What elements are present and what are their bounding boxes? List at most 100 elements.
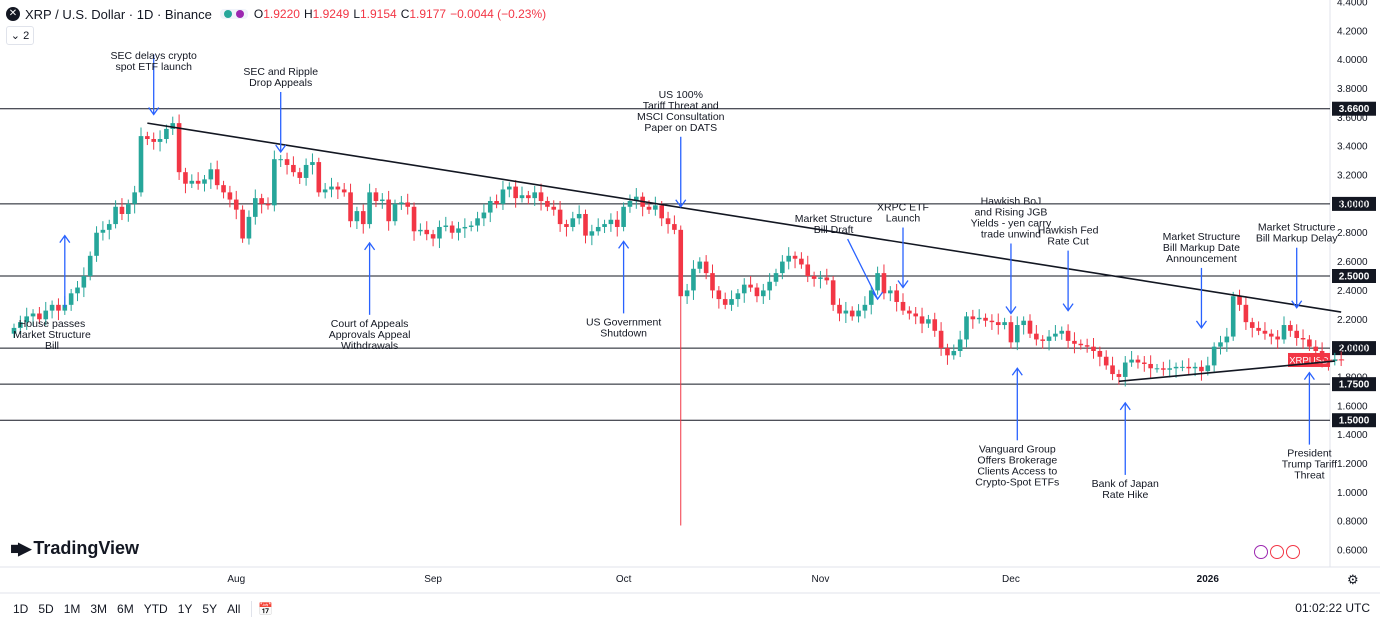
candle[interactable] xyxy=(405,193,410,215)
candle[interactable] xyxy=(697,257,703,274)
candle[interactable] xyxy=(1078,339,1084,350)
candle[interactable] xyxy=(462,218,468,238)
clock[interactable]: 01:02:22 UTC xyxy=(1295,601,1370,615)
timeframe-5d[interactable]: 5D xyxy=(38,601,54,616)
candle[interactable] xyxy=(386,190,391,231)
candle[interactable] xyxy=(938,322,944,356)
candle[interactable] xyxy=(1046,330,1052,351)
candle[interactable] xyxy=(11,323,17,339)
candle[interactable] xyxy=(500,180,506,210)
candle[interactable] xyxy=(138,127,144,197)
candle[interactable] xyxy=(1142,356,1147,372)
candle[interactable] xyxy=(494,194,499,209)
candle[interactable] xyxy=(1243,296,1249,330)
candle[interactable] xyxy=(1332,352,1338,366)
candle[interactable] xyxy=(1186,358,1192,375)
candle[interactable] xyxy=(780,255,785,280)
candle[interactable] xyxy=(1313,340,1319,358)
candle[interactable] xyxy=(151,132,156,150)
candle[interactable] xyxy=(837,298,842,322)
candle[interactable] xyxy=(145,131,150,146)
candle[interactable] xyxy=(1211,342,1217,372)
candle[interactable] xyxy=(900,293,906,315)
candle[interactable] xyxy=(1307,335,1312,351)
candle[interactable] xyxy=(37,307,42,324)
candle[interactable] xyxy=(1116,369,1122,385)
candle[interactable] xyxy=(513,180,518,208)
candle[interactable] xyxy=(43,301,49,326)
indicators-toggle[interactable]: ⌄ 2 xyxy=(6,26,34,45)
candle[interactable] xyxy=(849,306,855,321)
trendline[interactable] xyxy=(1118,360,1335,383)
candle[interactable] xyxy=(792,251,798,269)
candle[interactable] xyxy=(672,215,677,235)
candle[interactable] xyxy=(418,223,423,236)
candle[interactable] xyxy=(805,255,811,283)
candle[interactable] xyxy=(532,185,537,206)
timeframe-3m[interactable]: 3M xyxy=(90,601,108,616)
candle[interactable] xyxy=(1326,355,1331,371)
candle[interactable] xyxy=(964,312,969,348)
candle[interactable] xyxy=(526,190,531,205)
candle[interactable] xyxy=(468,221,474,232)
trendline[interactable] xyxy=(147,122,1342,313)
candle[interactable] xyxy=(786,247,791,270)
candle[interactable] xyxy=(18,315,23,334)
candle[interactable] xyxy=(208,162,214,189)
candle[interactable] xyxy=(1269,329,1274,345)
candle[interactable] xyxy=(1091,338,1096,359)
candle[interactable] xyxy=(824,268,830,285)
candle[interactable] xyxy=(1338,350,1344,367)
share-icon[interactable] xyxy=(235,10,244,18)
candle[interactable] xyxy=(1103,350,1109,370)
candle[interactable] xyxy=(348,183,353,228)
candle[interactable] xyxy=(303,158,309,186)
candle[interactable] xyxy=(1040,335,1045,349)
candle[interactable] xyxy=(411,202,417,241)
candle[interactable] xyxy=(106,219,112,240)
candle[interactable] xyxy=(399,195,404,210)
candle[interactable] xyxy=(913,307,918,325)
candle[interactable] xyxy=(81,267,87,298)
candle[interactable] xyxy=(1084,338,1090,353)
candle[interactable] xyxy=(24,307,29,330)
candle[interactable] xyxy=(919,307,925,334)
candle[interactable] xyxy=(1021,316,1026,335)
candle[interactable] xyxy=(1275,330,1280,349)
candle[interactable] xyxy=(894,283,899,312)
candle[interactable] xyxy=(767,273,772,300)
candle[interactable] xyxy=(678,225,684,526)
candle[interactable] xyxy=(957,330,963,358)
timeframe-all[interactable]: All xyxy=(227,601,241,616)
candle[interactable] xyxy=(202,175,207,192)
candle[interactable] xyxy=(1154,363,1160,373)
flag-icon[interactable] xyxy=(1286,545,1300,559)
candle[interactable] xyxy=(538,183,544,211)
candle[interactable] xyxy=(1148,355,1153,378)
candle[interactable] xyxy=(1237,289,1242,311)
candle[interactable] xyxy=(100,221,106,241)
candle[interactable] xyxy=(487,196,493,223)
candle[interactable] xyxy=(589,224,595,246)
candle[interactable] xyxy=(1110,356,1115,381)
candle[interactable] xyxy=(284,152,290,175)
candle[interactable] xyxy=(259,193,264,214)
candle[interactable] xyxy=(1249,317,1255,338)
candle[interactable] xyxy=(576,205,582,225)
candle[interactable] xyxy=(595,218,601,236)
candle[interactable] xyxy=(1262,322,1268,340)
candle[interactable] xyxy=(602,219,607,234)
candle[interactable] xyxy=(545,196,550,212)
